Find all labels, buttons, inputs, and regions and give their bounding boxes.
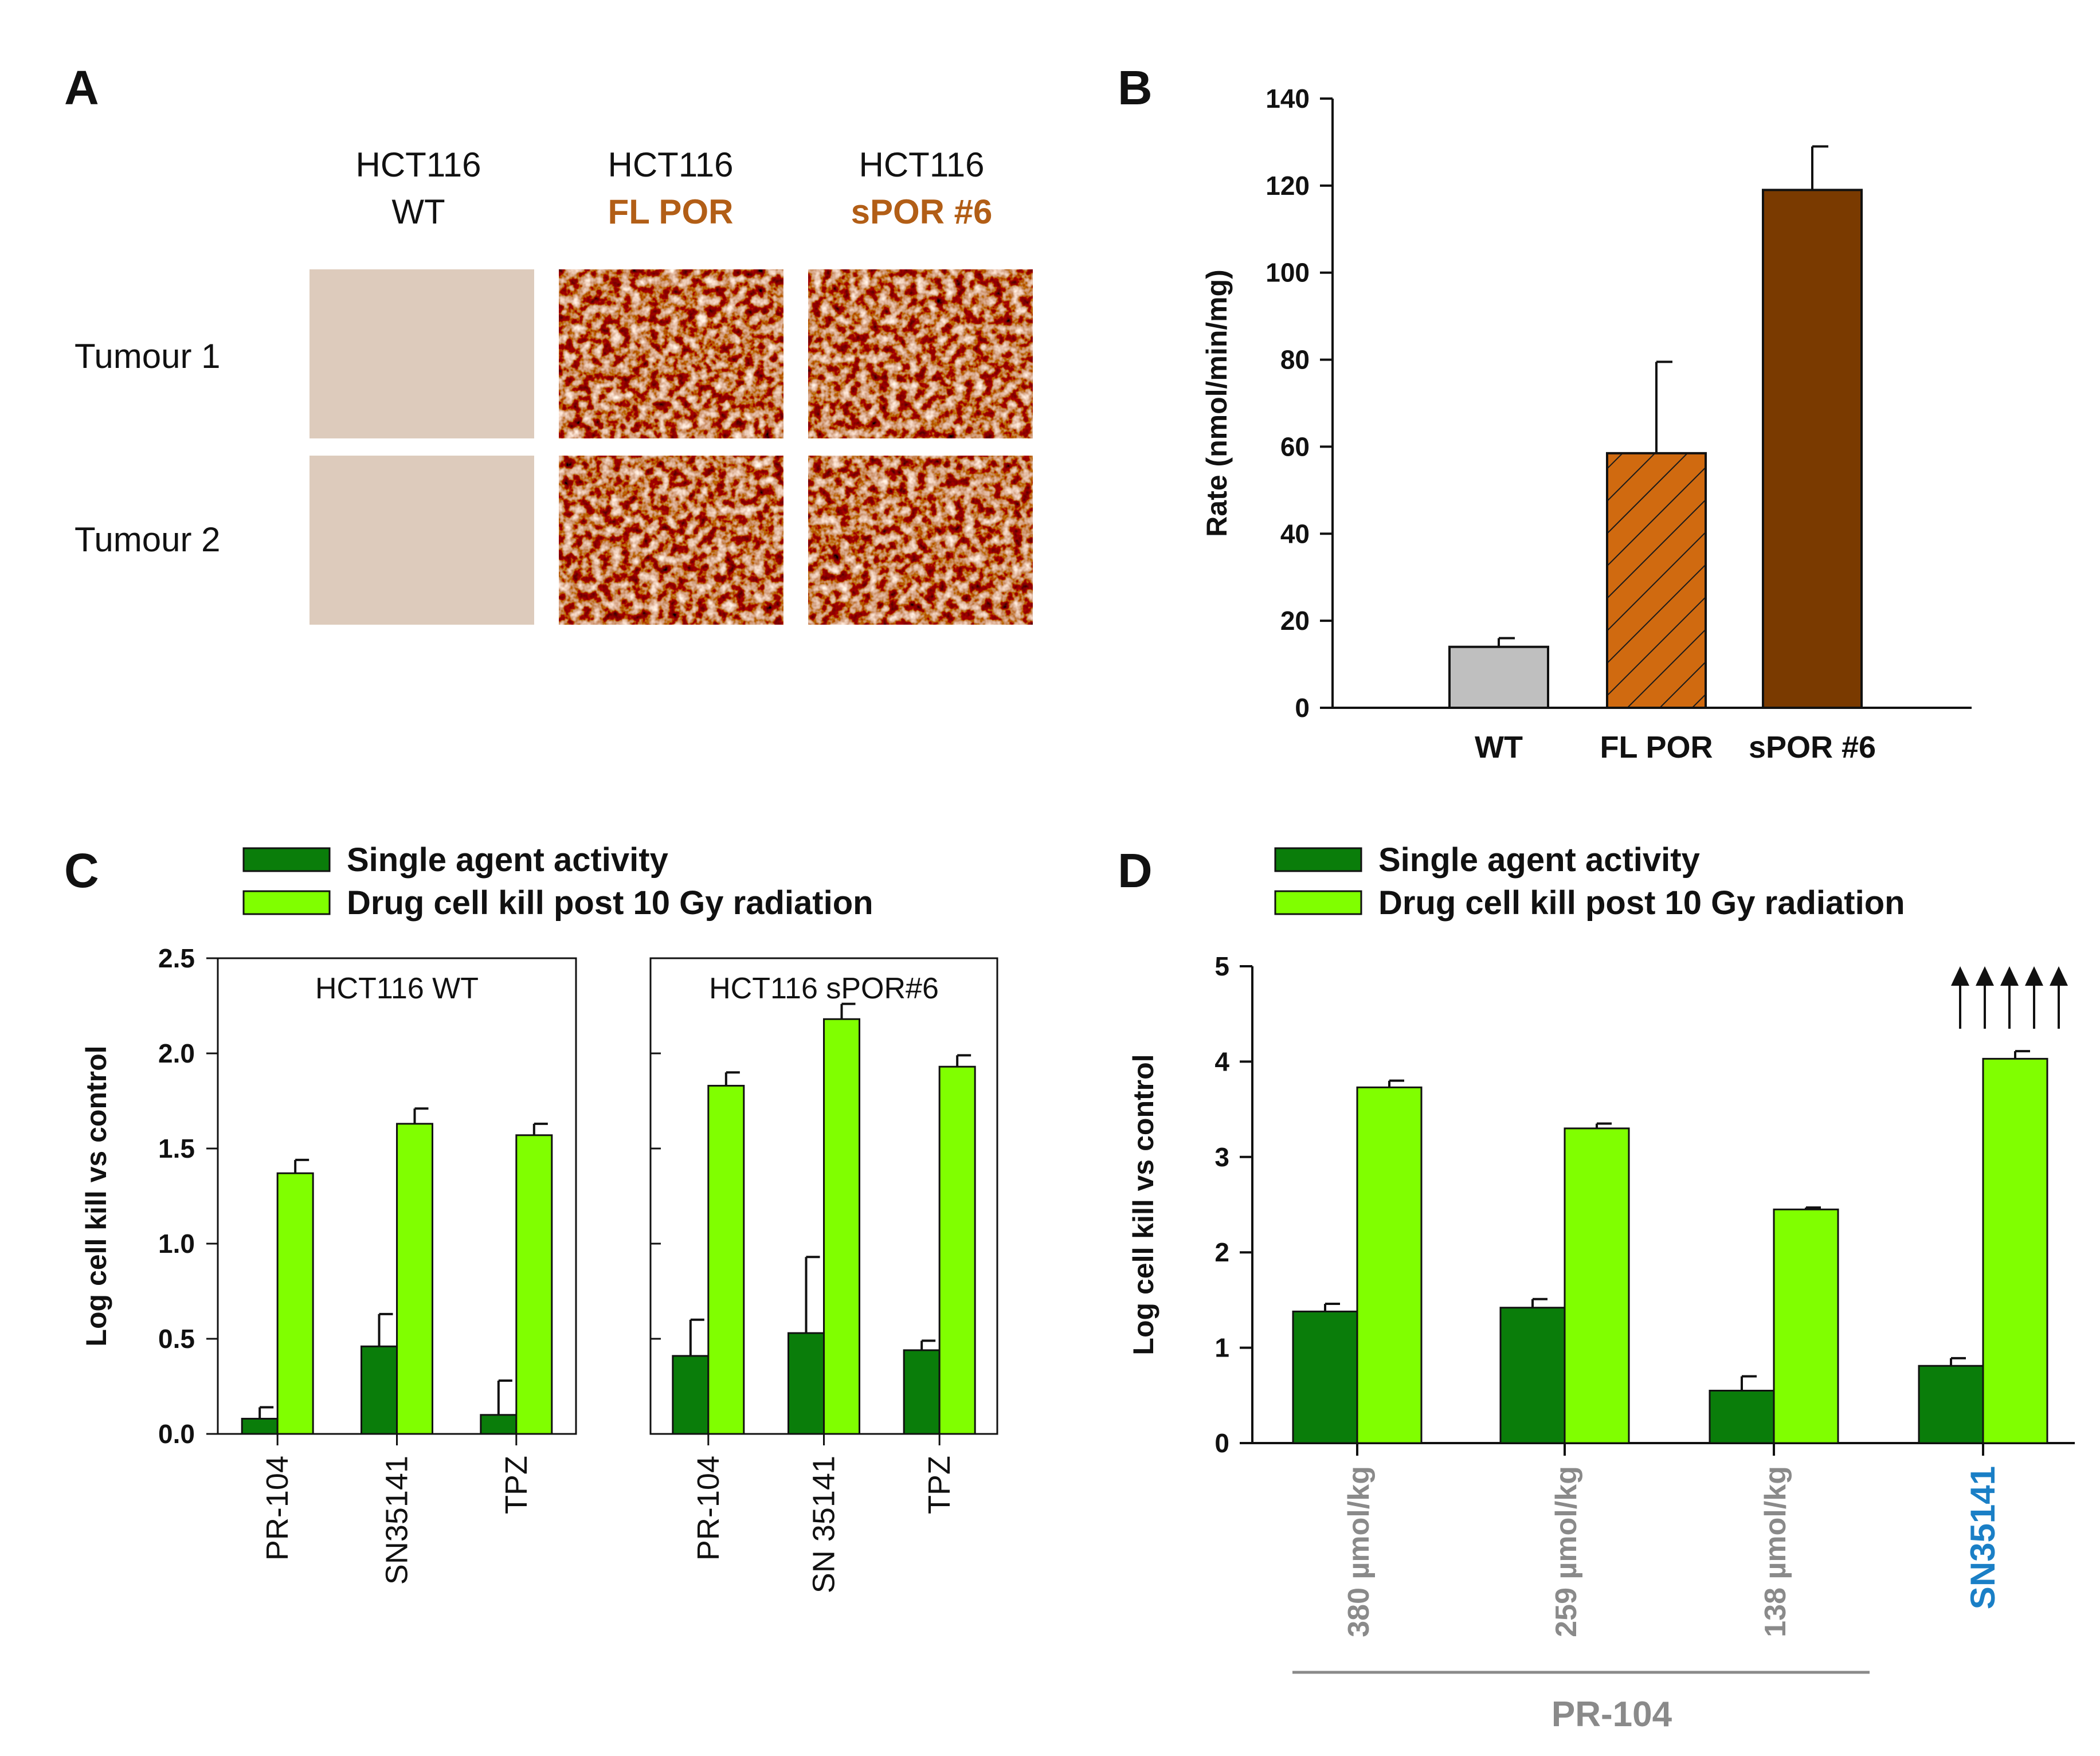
- d-legend-swatch-0: [1274, 847, 1362, 872]
- c-legend-label-0: Single agent activity: [347, 841, 668, 879]
- b-ytick-label: 60: [1280, 432, 1310, 461]
- panel-letter-d: D: [1118, 844, 1153, 897]
- panel-letter-b: B: [1118, 61, 1153, 115]
- b-ytick-label: 140: [1266, 84, 1310, 113]
- c-bar-0-1-1: [396, 1123, 433, 1435]
- c-ytick-label: 2.5: [158, 943, 195, 973]
- d-bar-3-0: [1918, 1365, 1984, 1444]
- b-xtick-label: FL POR: [1600, 730, 1713, 765]
- d-arrow-head-2: [2000, 966, 2019, 986]
- d-bar-2-0: [1709, 1389, 1775, 1444]
- b-y-title: Rate (nmol/min/mg): [1201, 269, 1233, 537]
- header-flpor-line2: FL POR: [608, 193, 734, 231]
- d-arrow-head-0: [1951, 966, 1969, 986]
- panel-letter-c: C: [64, 844, 99, 897]
- c-bar-1-2-1: [938, 1065, 976, 1435]
- d-ytick-label: 4: [1214, 1046, 1229, 1076]
- c-xtick-label-0-1: SN35141: [380, 1456, 414, 1585]
- row-label-tumour-2: Tumour 2: [75, 520, 221, 559]
- d-ytick-label: 1: [1214, 1333, 1229, 1363]
- d-xtick-label-0: 380 µmol/kg: [1342, 1466, 1376, 1637]
- c-ytick-label: 1.5: [158, 1134, 195, 1163]
- d-arrow-head-3: [2025, 966, 2043, 986]
- header-wt-line2: WT: [391, 193, 445, 231]
- c-ytick-label: 1.0: [158, 1229, 195, 1259]
- row-label-tumour-1: Tumour 1: [75, 337, 221, 375]
- b-xtick-label: sPOR #6: [1749, 730, 1876, 765]
- c-ytick-label: 0.0: [158, 1419, 195, 1449]
- c-ytick-label: 0.5: [158, 1324, 195, 1354]
- c-bar-0-0-1: [276, 1172, 314, 1435]
- micrograph-flpor-tumour-1: [559, 269, 783, 438]
- panel-b-chart: 0 20 40 60 80 100 120 140 Rate (nmol/min/mg) WT FL…: [1201, 84, 1972, 765]
- c-subplot-title-0: HCT116 WT: [315, 972, 479, 1005]
- c-bar-1-1-1: [823, 1018, 860, 1435]
- c-legend-swatch-0: [242, 847, 331, 872]
- b-ytick-label: 120: [1266, 171, 1310, 201]
- header-spor-line1: HCT116: [859, 146, 985, 184]
- c-bar-0-2-1: [515, 1134, 553, 1435]
- c-bar-0-0-0: [241, 1417, 279, 1435]
- d-legend-label-1: Drug cell kill post 10 Gy radiation: [1378, 884, 1905, 922]
- panel-a-micrographs: HCT116 WT HCT116 FL POR HCT116 sPOR #6 T…: [75, 146, 1033, 625]
- d-bar-0-1: [1356, 1086, 1423, 1444]
- d-arrow-head-1: [1976, 966, 1994, 986]
- micrograph-spor-tumour-1: [808, 269, 1033, 438]
- header-wt-line1: HCT116: [356, 146, 481, 184]
- c-xtick-label-0-0: PR-104: [260, 1456, 295, 1561]
- d-ytick-label: 2: [1214, 1237, 1229, 1267]
- b-ytick-label: 0: [1295, 693, 1310, 723]
- d-legend-swatch-1: [1274, 890, 1362, 915]
- panel-letter-a: A: [64, 61, 99, 115]
- d-ytick-label: 5: [1214, 951, 1229, 981]
- panel-d-chart: Single agent activity Drug cell kill post…: [1127, 841, 2075, 1734]
- b-ytick-label: 40: [1280, 519, 1310, 548]
- header-spor-line2: sPOR #6: [851, 193, 993, 231]
- b-ytick-label: 80: [1280, 345, 1310, 375]
- d-arrow-head-4: [2050, 966, 2068, 986]
- c-bar-1-0-0: [672, 1355, 710, 1435]
- d-xtick-label-3: SN35141: [1964, 1466, 2002, 1609]
- d-bar-0-0: [1292, 1310, 1358, 1444]
- d-legend-label-0: Single agent activity: [1378, 841, 1700, 879]
- c-legend-swatch-1: [242, 890, 331, 915]
- b-ytick-label: 20: [1280, 606, 1310, 636]
- c-xtick-label-0-2: TPZ: [499, 1456, 534, 1514]
- b-xtick-label: WT: [1475, 730, 1523, 765]
- b-ytick-label: 100: [1266, 258, 1310, 288]
- d-ytick-label: 0: [1214, 1428, 1229, 1458]
- d-xtick-label-2: 138 µmol/kg: [1759, 1466, 1792, 1637]
- c-xtick-label-1-1: SN 35141: [807, 1456, 841, 1593]
- b-bar-2: [1762, 189, 1863, 709]
- c-bar-1-1-0: [788, 1332, 825, 1435]
- c-subplot-title-1: HCT116 sPOR#6: [709, 972, 939, 1005]
- c-bar-1-2-0: [903, 1349, 941, 1435]
- c-bar-1-0-1: [707, 1084, 745, 1435]
- c-xtick-label-1-0: PR-104: [691, 1456, 726, 1561]
- c-y-title: Log cell kill vs control: [80, 1045, 112, 1346]
- micrograph-wt-tumour-1: [309, 269, 534, 438]
- c-ytick-label: 2.0: [158, 1038, 195, 1068]
- d-xtick-label-1: 259 µmol/kg: [1550, 1466, 1583, 1637]
- d-bar-3-1: [1982, 1057, 2048, 1444]
- c-bar-0-2-0: [480, 1414, 518, 1435]
- d-group-label: PR-104: [1552, 1695, 1672, 1734]
- c-bar-0-1-0: [361, 1345, 398, 1435]
- micrograph-wt-tumour-2: [309, 456, 534, 625]
- b-bar-1: [1606, 452, 1707, 709]
- micrograph-spor-tumour-2: [808, 456, 1033, 625]
- d-y-title: Log cell kill vs control: [1127, 1054, 1159, 1355]
- c-xtick-label-1-2: TPZ: [922, 1456, 957, 1514]
- d-ytick-label: 3: [1214, 1142, 1229, 1172]
- micrograph-flpor-tumour-2: [559, 456, 783, 625]
- header-flpor-line1: HCT116: [608, 146, 734, 184]
- b-bar-0: [1448, 645, 1549, 709]
- panel-c-chart: Single agent activity Drug cell kill post…: [80, 841, 998, 1593]
- d-bar-1-1: [1564, 1127, 1630, 1444]
- d-bar-2-1: [1773, 1208, 1839, 1444]
- d-bar-1-0: [1499, 1307, 1566, 1444]
- c-legend-label-1: Drug cell kill post 10 Gy radiation: [347, 884, 873, 922]
